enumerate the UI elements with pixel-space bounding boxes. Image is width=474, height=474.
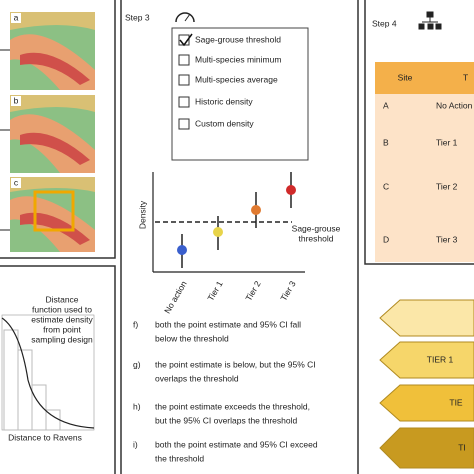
table-header-cell: Site [398,72,413,82]
map-label: c [14,177,19,187]
distance-plot [1,314,95,431]
options-box [171,27,309,161]
tier-arrow [379,427,474,469]
item-text: below the threshold [155,333,229,343]
item-text: both the point estimate and 95% CI fall [155,319,301,329]
tier-arrow [379,299,474,337]
option-label: Sage-grouse threshold [195,34,281,44]
checkbox [178,118,190,130]
caption: function used to [32,304,92,314]
table-cell: D [383,234,389,244]
map-label: a [14,12,19,22]
item-text: the threshold [155,453,204,463]
option-label: Historic density [195,96,253,106]
step-title: Step 3 [125,12,150,22]
step3-panel [120,0,359,474]
item-text: the point estimate is below, but the 95%… [155,359,316,369]
item-text: overlaps the threshold [155,373,239,383]
table-cell: Tier 1 [436,137,458,147]
table-cell: B [383,137,389,147]
option-label: Custom density [195,118,254,128]
option-label: Multi-species minimum [195,54,281,64]
arrow-label: TIE [449,397,463,407]
table-body [375,94,474,262]
map-label: b [14,95,19,105]
step4-panel [364,0,474,265]
checkbox [178,74,190,86]
tier-arrow [379,384,474,422]
table-header-cell: T [463,72,468,82]
item-key: g) [133,359,141,369]
caption: sampling design [31,334,93,344]
threshold-label: threshold [299,233,334,243]
map-panel [0,0,116,259]
caption: from point [43,324,81,334]
hierarchy-icon [418,11,442,30]
check-mark [179,33,193,47]
checkbox [178,96,190,108]
arrow-label: TI [458,442,466,452]
item-text: the point estimate exceeds the threshold… [155,401,310,411]
threshold-chart [152,172,305,273]
checkbox [178,54,190,66]
tier-arrow [379,341,474,379]
caption: estimate density [31,314,93,324]
table-cell: A [383,100,389,110]
table-cell: C [383,181,389,191]
item-key: h) [133,401,141,411]
axis-label: Density [137,200,147,229]
maps [0,12,95,252]
table-cell: Tier 3 [436,234,458,244]
gauge-needle [184,13,191,22]
item-key: i) [133,439,138,449]
step-title: Step 4 [372,18,397,28]
option-label: Multi-species average [195,74,278,84]
arrow-label: TIER 1 [427,354,454,364]
threshold-label: Sage-grouse [292,223,341,233]
axis-label: Distance to Ravens [8,432,82,442]
table-cell: Tier 2 [436,181,458,191]
table-cell: No Action [436,100,473,110]
item-text: both the point estimate and 95% CI excee… [155,439,318,449]
item-key: f) [133,319,138,329]
caption: Distance [45,294,78,304]
table-header [375,62,474,94]
distance-panel [0,265,116,474]
gauge-icon [175,12,195,23]
item-text: but the 95% CI overlaps the threshold [155,415,297,425]
